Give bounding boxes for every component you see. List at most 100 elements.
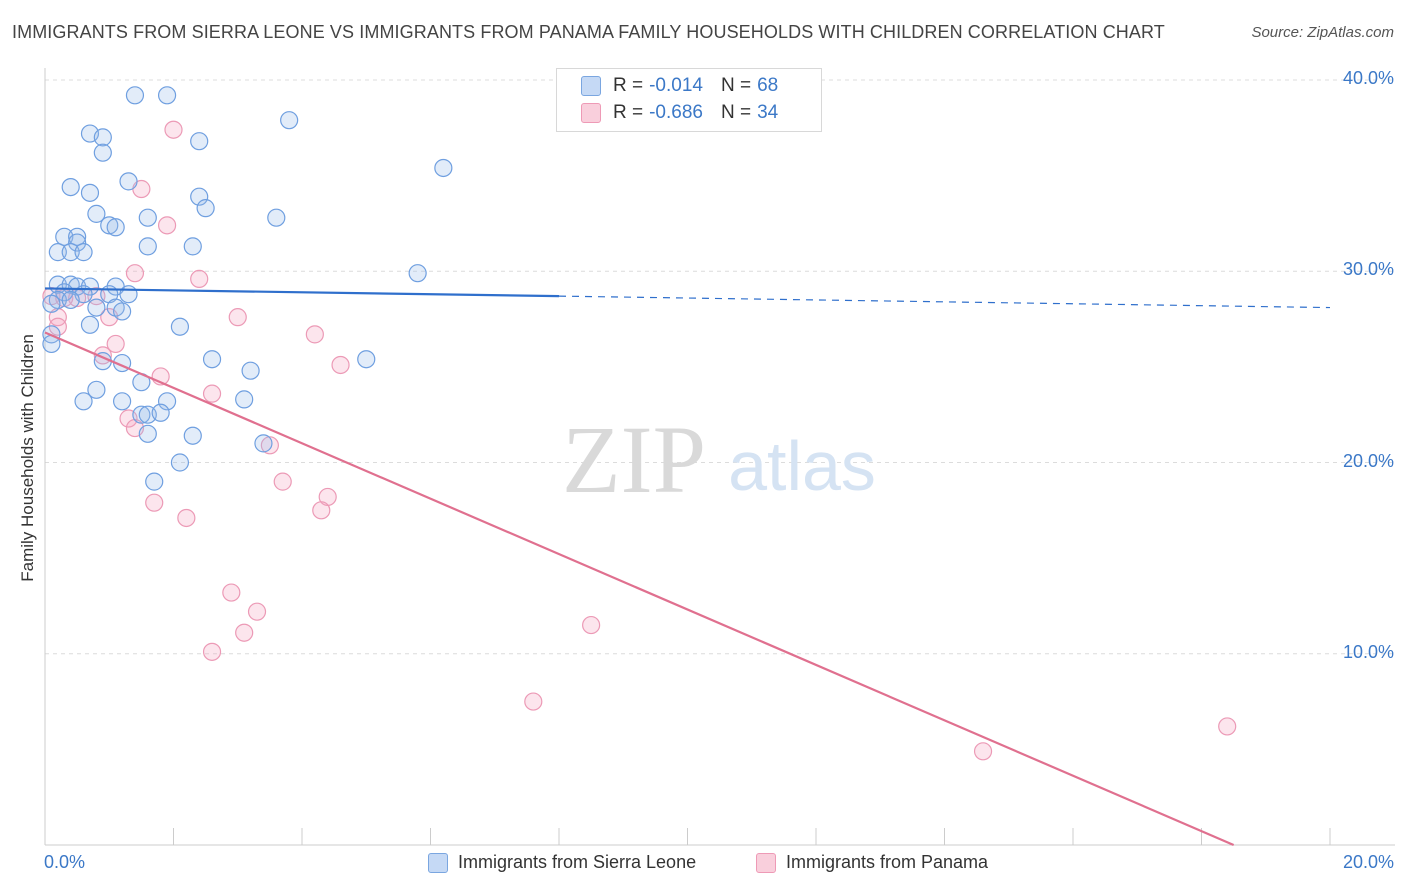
point-sierra-leone	[183, 237, 202, 256]
point-sierra-leone	[235, 390, 254, 409]
legend-n-label: N =	[720, 75, 752, 96]
point-sierra-leone	[151, 403, 170, 422]
point-sierra-leone	[112, 302, 132, 321]
legend-row-panama: R = -0.686 N = 34	[581, 101, 778, 125]
y-tick-label: 10.0%	[1342, 641, 1394, 662]
legend: R = -0.014 N = 68 R = -0.686 N = 34	[556, 68, 822, 132]
point-sierra-leone	[183, 426, 202, 445]
trend-line-panama	[44, 331, 1235, 847]
point-panama	[145, 493, 164, 512]
point-sierra-leone	[138, 208, 157, 227]
point-sierra-leone	[100, 216, 119, 235]
watermark-atlas: atlas	[728, 427, 876, 505]
point-panama	[125, 264, 145, 283]
bottom-legend-label-panama: Immigrants from Panama	[786, 852, 989, 872]
point-panama	[177, 508, 196, 528]
point-sierra-leone	[196, 199, 215, 218]
bottom-legend-sierra-leone: Immigrants from Sierra Leone	[428, 852, 696, 873]
point-panama	[247, 602, 267, 621]
watermark: ZIP atlas	[562, 406, 876, 513]
trend-lines	[44, 287, 1331, 847]
point-panama	[202, 642, 222, 661]
point-sierra-leone	[93, 128, 112, 147]
point-sierra-leone	[119, 285, 138, 304]
point-sierra-leone	[125, 86, 145, 105]
x-tick-label: 0.0%	[44, 852, 86, 872]
point-sierra-leone	[138, 237, 157, 256]
watermark-zip: ZIP	[562, 406, 706, 513]
legend-r-label: R =	[613, 102, 644, 123]
point-sierra-leone	[80, 315, 100, 334]
point-sierra-leone	[61, 243, 80, 262]
point-sierra-leone	[42, 294, 61, 313]
point-sierra-leone	[74, 243, 93, 262]
axes	[44, 68, 1395, 846]
y-tick-label: 20.0%	[1342, 450, 1394, 471]
point-sierra-leone	[267, 208, 286, 227]
point-sierra-leone	[190, 187, 209, 206]
legend-n-value-sierra-leone: 68	[757, 75, 779, 96]
legend-row-sierra-leone: R = -0.014 N = 68	[581, 74, 778, 98]
trend-line-sierra-leone-extension	[558, 295, 1331, 309]
series-panama-points	[42, 120, 1237, 761]
legend-r-value-sierra-leone: -0.014	[649, 75, 703, 96]
point-sierra-leone	[87, 380, 106, 399]
point-panama	[1218, 717, 1237, 736]
point-sierra-leone	[157, 392, 177, 411]
point-panama	[973, 742, 993, 761]
point-sierra-leone	[48, 243, 67, 262]
point-sierra-leone	[87, 298, 106, 317]
point-panama	[305, 325, 324, 344]
point-panama	[235, 623, 254, 642]
bottom-legend-label-sierra-leone: Immigrants from Sierra Leone	[458, 852, 697, 872]
point-sierra-leone	[357, 350, 376, 369]
legend-swatch-sierra-leone	[581, 76, 601, 96]
point-panama	[222, 583, 241, 602]
point-sierra-leone	[61, 290, 80, 310]
point-panama	[164, 120, 183, 139]
x-tick-label: 20.0%	[1342, 852, 1394, 872]
source-note: Source: ZipAtlas.com	[1251, 24, 1394, 41]
trend-line-sierra-leone	[44, 287, 560, 298]
point-panama	[228, 308, 247, 327]
point-sierra-leone	[61, 178, 80, 197]
point-sierra-leone	[434, 158, 453, 178]
point-panama	[260, 436, 279, 455]
point-panama	[106, 334, 125, 354]
point-sierra-leone	[68, 233, 87, 252]
point-sierra-leone	[119, 172, 138, 191]
point-sierra-leone	[68, 227, 87, 246]
point-panama	[273, 472, 292, 491]
y-tick-label: 40.0%	[1342, 68, 1394, 88]
point-sierra-leone	[132, 405, 151, 424]
legend-r-label: R =	[613, 75, 644, 96]
point-panama	[202, 384, 222, 403]
point-sierra-leone	[87, 204, 106, 223]
point-sierra-leone	[157, 86, 177, 105]
point-sierra-leone	[202, 350, 222, 369]
legend-r-value-panama: -0.686	[649, 102, 703, 123]
point-sierra-leone	[80, 183, 100, 202]
legend-n-value-panama: 34	[757, 102, 779, 123]
point-sierra-leone	[280, 111, 299, 130]
bottom-legend-swatch-panama	[756, 852, 776, 873]
point-sierra-leone	[408, 264, 427, 283]
point-sierra-leone	[93, 143, 112, 162]
legend-n-label: N =	[720, 102, 752, 123]
point-sierra-leone	[170, 453, 190, 472]
bottom-legend-panama: Immigrants from Panama	[756, 852, 988, 873]
legend-swatch-panama	[581, 103, 601, 123]
point-sierra-leone	[170, 317, 190, 336]
chart-title: IMMIGRANTS FROM SIERRA LEONE VS IMMIGRAN…	[12, 22, 1165, 42]
point-sierra-leone	[241, 361, 260, 380]
point-sierra-leone	[254, 434, 273, 453]
point-sierra-leone	[190, 132, 209, 151]
point-panama	[582, 615, 601, 635]
point-sierra-leone	[106, 218, 125, 237]
point-sierra-leone	[74, 392, 93, 411]
point-sierra-leone	[145, 472, 164, 491]
point-panama	[331, 355, 350, 375]
y-tick-label: 30.0%	[1342, 259, 1394, 280]
bottom-legend-swatch-sierra-leone	[428, 852, 448, 873]
